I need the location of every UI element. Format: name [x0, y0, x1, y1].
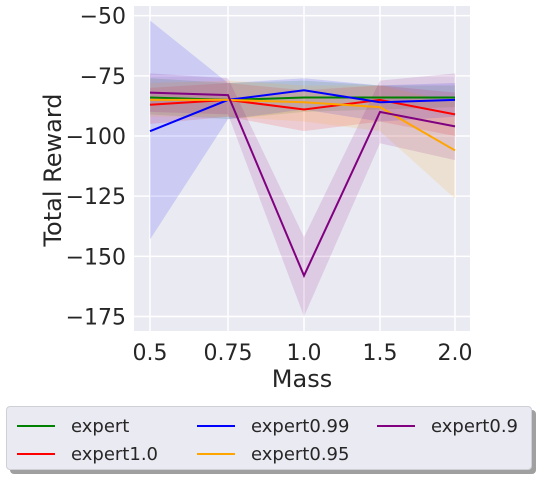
- x-tick-label: 0.75: [204, 341, 253, 366]
- plot-background: [134, 6, 470, 331]
- x-tick-label: 2.0: [438, 341, 473, 366]
- legend-item-expert: expert: [17, 413, 129, 439]
- y-tick-label: −125: [66, 185, 126, 210]
- band-expert: [150, 78, 455, 120]
- legend: expert expert1.0 expert0.99 expert0.95 e…: [6, 406, 532, 470]
- x-tick-label: 1.0: [287, 341, 322, 366]
- legend-swatch-expert0.9: [377, 425, 415, 427]
- y-tick-label: −50: [80, 5, 126, 30]
- y-tick-labels: −50 −75 −100 −125 −150 −175: [66, 5, 126, 331]
- line-expert0.95: [150, 98, 456, 152]
- line-expert0.9: [149, 91, 456, 279]
- line-expert0.99: [149, 89, 456, 133]
- x-axis-label: Mass: [272, 365, 332, 393]
- band-expert0.95: [150, 80, 455, 199]
- y-tick-label: −100: [66, 125, 126, 150]
- legend-label-expert0.95: expert0.95: [251, 443, 350, 465]
- chart: −50−75−100−125−150−175 0.5 0.75 1.0 1.5 2.0 …: [39, 5, 473, 393]
- legend-label-expert0.9: expert0.9: [431, 415, 518, 437]
- y-tick-label: −150: [66, 245, 126, 270]
- line-expert1.0: [149, 98, 456, 116]
- legend-label-expert0.99: expert0.99: [251, 415, 350, 437]
- legend-item-expert0.95: expert0.95: [197, 441, 349, 467]
- y-tick-label: −75: [80, 65, 126, 90]
- legend-swatch-expert0.99: [197, 425, 235, 427]
- legend-swatch-expert1.0: [17, 453, 55, 455]
- y-tick-label: −175: [66, 306, 126, 331]
- legend-label-expert: expert: [71, 415, 130, 437]
- band-expert0.9: [150, 73, 455, 317]
- legend-item-expert0.9: expert0.9: [377, 413, 518, 439]
- legend-label-expert1.0: expert1.0: [71, 443, 158, 465]
- legend-swatch-expert: [17, 425, 55, 427]
- x-tick-label: 1.5: [363, 341, 398, 366]
- gridlines: [134, 6, 470, 331]
- legend-item-expert0.99: expert0.99: [197, 413, 349, 439]
- x-tick-label: 0.5: [133, 341, 168, 366]
- x-tick-labels: 0.5 0.75 1.0 1.5 2.0: [133, 341, 473, 366]
- legend-item-expert1.0: expert1.0: [17, 441, 158, 467]
- band-expert0.99: [150, 20, 455, 240]
- series-lines: [149, 89, 456, 279]
- legend-swatch-expert0.95: [197, 453, 235, 455]
- y-axis-label: Total Reward: [39, 93, 67, 247]
